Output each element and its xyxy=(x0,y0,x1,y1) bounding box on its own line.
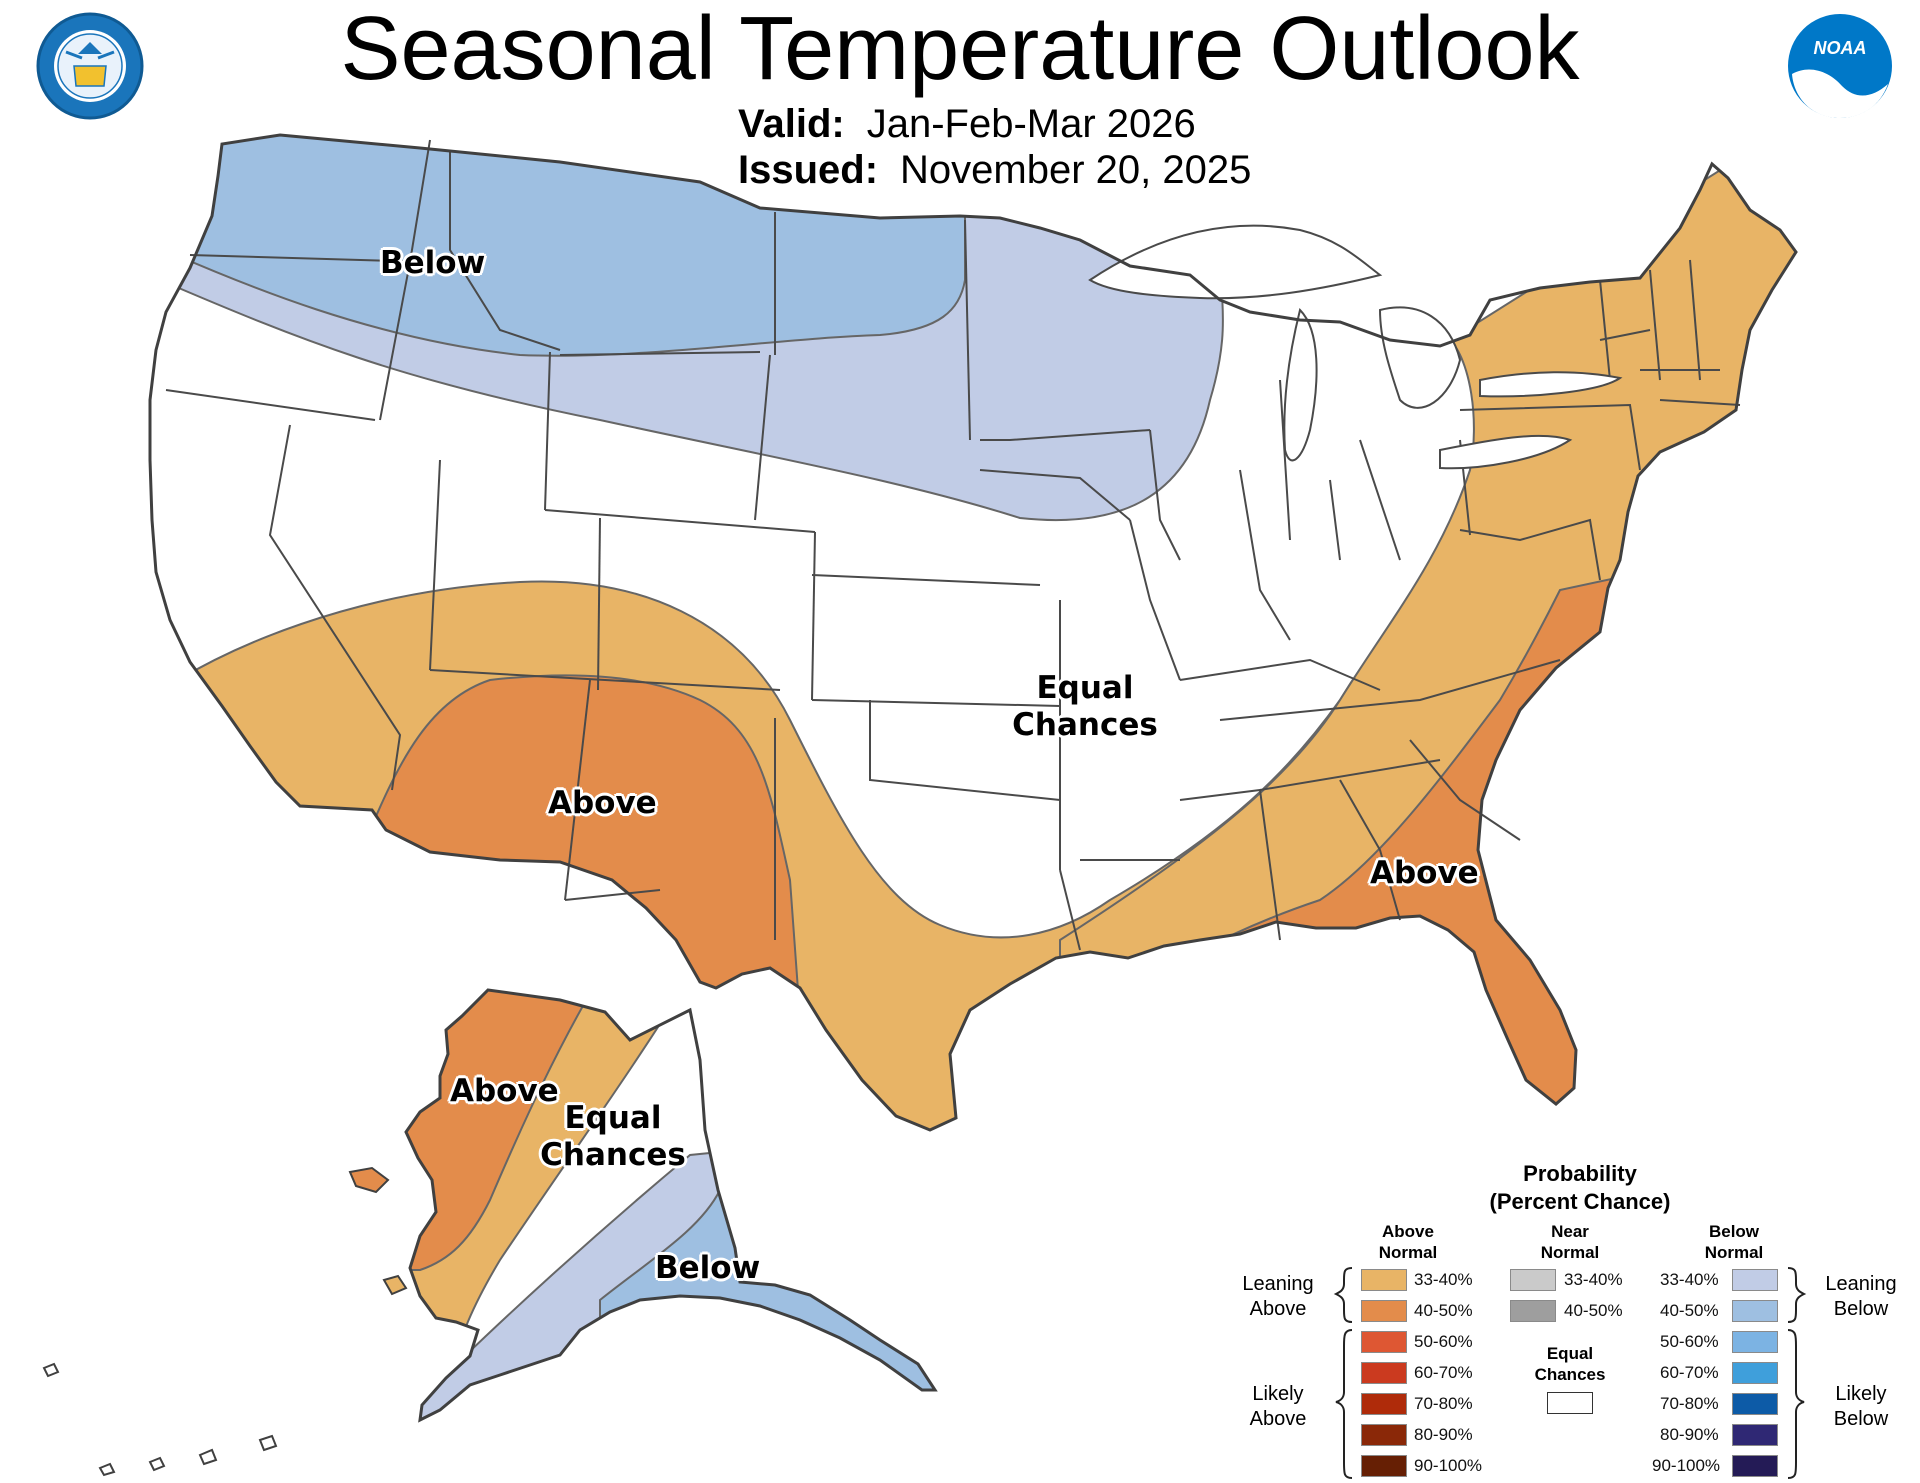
conus-equal-line1: Equal xyxy=(1036,670,1134,706)
swatch-below-33-40 xyxy=(1732,1269,1778,1291)
valid-value: Jan-Feb-Mar 2026 xyxy=(866,102,1196,146)
swatch-above-90-100 xyxy=(1361,1455,1407,1477)
legend-below-pct-4: 60-70% xyxy=(1660,1363,1719,1382)
swatch-below-90-100 xyxy=(1732,1455,1778,1477)
likely-above-label: Likely Above xyxy=(1223,1382,1333,1432)
legend-below-pct-3: 50-60% xyxy=(1660,1332,1719,1351)
brace-leaning-below xyxy=(1787,1267,1807,1323)
brace-likely-below xyxy=(1787,1329,1805,1479)
swatch-above-33-40 xyxy=(1361,1269,1407,1291)
swatch-above-50-60 xyxy=(1361,1331,1407,1353)
legend-below-pct-5: 70-80% xyxy=(1660,1394,1719,1413)
legend-above-pct-6: 80-90% xyxy=(1414,1425,1473,1444)
legend-title-line1: Probability xyxy=(1523,1161,1637,1186)
noaa-logo-text: NOAA xyxy=(1814,38,1867,58)
leaning-below-1: Leaning xyxy=(1825,1273,1897,1295)
legend-equal-2: Chances xyxy=(1534,1364,1606,1384)
swatch-equal-chances xyxy=(1547,1392,1593,1414)
legend-above-pct-3: 50-60% xyxy=(1414,1332,1473,1351)
legend-near-pct-2: 40-50% xyxy=(1564,1301,1623,1320)
noaa-logo: NOAA xyxy=(1788,14,1892,118)
conus-above-southeast-label: Above xyxy=(1370,855,1479,891)
legend-above-head-1: Above xyxy=(1382,1222,1434,1241)
issued-line: Issued: November 20, 2025 xyxy=(738,150,1251,190)
swatch-above-60-70 xyxy=(1361,1362,1407,1384)
likely-below-label: Likely Below xyxy=(1806,1382,1916,1432)
likely-below-1: Likely xyxy=(1835,1383,1887,1405)
legend-title: Probability (Percent Chance) xyxy=(1450,1160,1710,1215)
page-title: Seasonal Temperature Outlook xyxy=(340,0,1580,99)
swatch-near-40-50 xyxy=(1510,1300,1556,1322)
commerce-seal xyxy=(36,12,144,120)
legend-below-pct-1: 33-40% xyxy=(1660,1270,1719,1289)
swatch-below-50-60 xyxy=(1732,1331,1778,1353)
legend-title-line2: (Percent Chance) xyxy=(1489,1188,1671,1214)
alaska-equal-line2: Chances xyxy=(540,1136,686,1173)
leaning-above-1: Leaning xyxy=(1242,1273,1314,1295)
swatch-above-80-90 xyxy=(1361,1424,1407,1446)
swatch-above-40-50 xyxy=(1361,1300,1407,1322)
alaska-above-label: Above xyxy=(450,1073,559,1109)
issued-label: Issued: xyxy=(738,148,879,192)
brace-likely-above xyxy=(1335,1329,1353,1479)
conus-below-label: Below xyxy=(380,245,486,281)
legend-below-pct-6: 80-90% xyxy=(1660,1425,1719,1444)
legend-near-pct-1: 33-40% xyxy=(1564,1270,1623,1289)
state-borders xyxy=(165,139,1741,951)
legend-near-header: Near Normal xyxy=(1510,1222,1630,1263)
leaning-below-2: Below xyxy=(1833,1298,1889,1320)
legend-near-head-1: Near xyxy=(1551,1222,1589,1241)
legend-above-pct-2: 40-50% xyxy=(1414,1301,1473,1320)
likely-above-2: Above xyxy=(1249,1408,1307,1430)
legend-below-pct-7: 90-100% xyxy=(1652,1456,1721,1475)
great-lakes xyxy=(1088,224,1623,470)
legend-below-head-2: Normal xyxy=(1704,1242,1764,1262)
legend-below-head-1: Below xyxy=(1708,1222,1760,1241)
legend-near-head-2: Normal xyxy=(1540,1242,1600,1262)
alaska-below-label: Below xyxy=(655,1250,761,1286)
aleutian-islands xyxy=(42,1166,408,1477)
alaska-equal-chances-label: Equal Chances xyxy=(538,1100,688,1173)
conus-equal-line2: Chances xyxy=(1012,706,1158,743)
swatch-below-40-50 xyxy=(1732,1300,1778,1322)
brace-leaning-above xyxy=(1333,1267,1353,1323)
leaning-above-label: Leaning Above xyxy=(1223,1272,1333,1322)
swatch-below-70-80 xyxy=(1732,1393,1778,1415)
legend-above-pct-4: 60-70% xyxy=(1414,1363,1473,1382)
legend-above-pct-1: 33-40% xyxy=(1414,1270,1473,1289)
legend-equal-chances-header: Equal Chances xyxy=(1510,1344,1630,1385)
legend-above-pct-5: 70-80% xyxy=(1414,1394,1473,1413)
likely-above-1: Likely xyxy=(1252,1383,1304,1405)
leaning-below-label: Leaning Below xyxy=(1806,1272,1916,1322)
leaning-above-2: Above xyxy=(1249,1298,1307,1320)
issued-value: November 20, 2025 xyxy=(900,148,1252,192)
valid-label: Valid: xyxy=(738,102,845,146)
valid-line: Valid: Jan-Feb-Mar 2026 xyxy=(738,104,1196,144)
swatch-near-33-40 xyxy=(1510,1269,1556,1291)
swatch-below-60-70 xyxy=(1732,1362,1778,1384)
legend-below-header: Below Normal xyxy=(1674,1222,1794,1263)
conus-equal-chances-label: Equal Chances xyxy=(1010,670,1160,743)
legend-below-pct-2: 40-50% xyxy=(1660,1301,1719,1320)
conus-above-southwest-label: Above xyxy=(548,785,657,821)
alaska-equal-line1: Equal xyxy=(564,1100,662,1136)
legend-above-pct-7: 90-100% xyxy=(1414,1456,1483,1475)
legend-above-head-2: Normal xyxy=(1378,1242,1438,1262)
swatch-below-80-90 xyxy=(1732,1424,1778,1446)
swatch-above-70-80 xyxy=(1361,1393,1407,1415)
legend-above-header: Above Normal xyxy=(1348,1222,1468,1263)
legend-equal-1: Equal xyxy=(1546,1344,1594,1363)
likely-below-2: Below xyxy=(1833,1408,1889,1430)
